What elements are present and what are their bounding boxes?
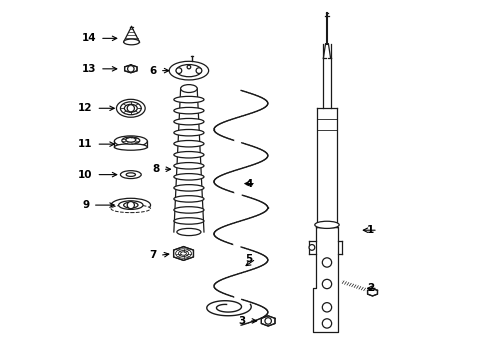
Ellipse shape (174, 152, 203, 158)
Ellipse shape (174, 207, 203, 213)
Ellipse shape (174, 130, 203, 136)
Ellipse shape (174, 185, 203, 191)
Text: 3: 3 (238, 316, 244, 326)
Circle shape (264, 318, 271, 324)
Text: 9: 9 (82, 200, 89, 210)
Polygon shape (124, 65, 137, 73)
Text: 1: 1 (366, 225, 373, 235)
Ellipse shape (125, 138, 136, 142)
Ellipse shape (174, 218, 203, 224)
Polygon shape (173, 247, 193, 260)
Text: 7: 7 (149, 250, 156, 260)
Ellipse shape (123, 202, 138, 208)
Circle shape (127, 202, 134, 209)
Circle shape (322, 303, 331, 312)
Ellipse shape (174, 96, 203, 103)
Text: 2: 2 (366, 283, 373, 293)
Polygon shape (261, 316, 274, 326)
Text: 8: 8 (152, 164, 159, 174)
Ellipse shape (120, 102, 141, 115)
Ellipse shape (114, 136, 147, 147)
Bar (316, 108, 336, 226)
Ellipse shape (174, 163, 203, 169)
Ellipse shape (120, 171, 141, 179)
Bar (315, 226, 338, 332)
Circle shape (127, 66, 134, 72)
Circle shape (187, 65, 190, 69)
Ellipse shape (111, 205, 150, 213)
Ellipse shape (178, 251, 188, 257)
Circle shape (127, 105, 134, 112)
Text: 13: 13 (81, 64, 96, 74)
Ellipse shape (180, 85, 197, 93)
Ellipse shape (114, 144, 147, 150)
Circle shape (176, 68, 182, 73)
Ellipse shape (175, 249, 191, 258)
Ellipse shape (126, 173, 135, 176)
Circle shape (196, 68, 202, 73)
Text: 4: 4 (244, 179, 252, 189)
Circle shape (308, 244, 314, 250)
Circle shape (322, 319, 331, 328)
Ellipse shape (314, 221, 339, 228)
Circle shape (322, 279, 331, 289)
Ellipse shape (123, 39, 139, 45)
Text: 12: 12 (78, 103, 93, 113)
Ellipse shape (169, 61, 208, 80)
Ellipse shape (116, 99, 145, 117)
Text: 11: 11 (78, 139, 93, 149)
Circle shape (322, 258, 331, 267)
Ellipse shape (124, 104, 137, 112)
Ellipse shape (174, 118, 203, 125)
Ellipse shape (174, 174, 203, 180)
Ellipse shape (111, 198, 150, 212)
Text: 5: 5 (244, 254, 252, 264)
Text: 10: 10 (78, 170, 93, 180)
Ellipse shape (177, 228, 201, 235)
Text: 14: 14 (81, 33, 96, 43)
Polygon shape (367, 288, 377, 296)
Ellipse shape (122, 137, 140, 144)
Ellipse shape (176, 64, 201, 77)
Ellipse shape (180, 252, 186, 255)
Ellipse shape (174, 107, 203, 114)
Text: 6: 6 (149, 66, 156, 76)
Ellipse shape (119, 201, 142, 210)
Ellipse shape (174, 140, 203, 147)
Ellipse shape (174, 196, 203, 202)
